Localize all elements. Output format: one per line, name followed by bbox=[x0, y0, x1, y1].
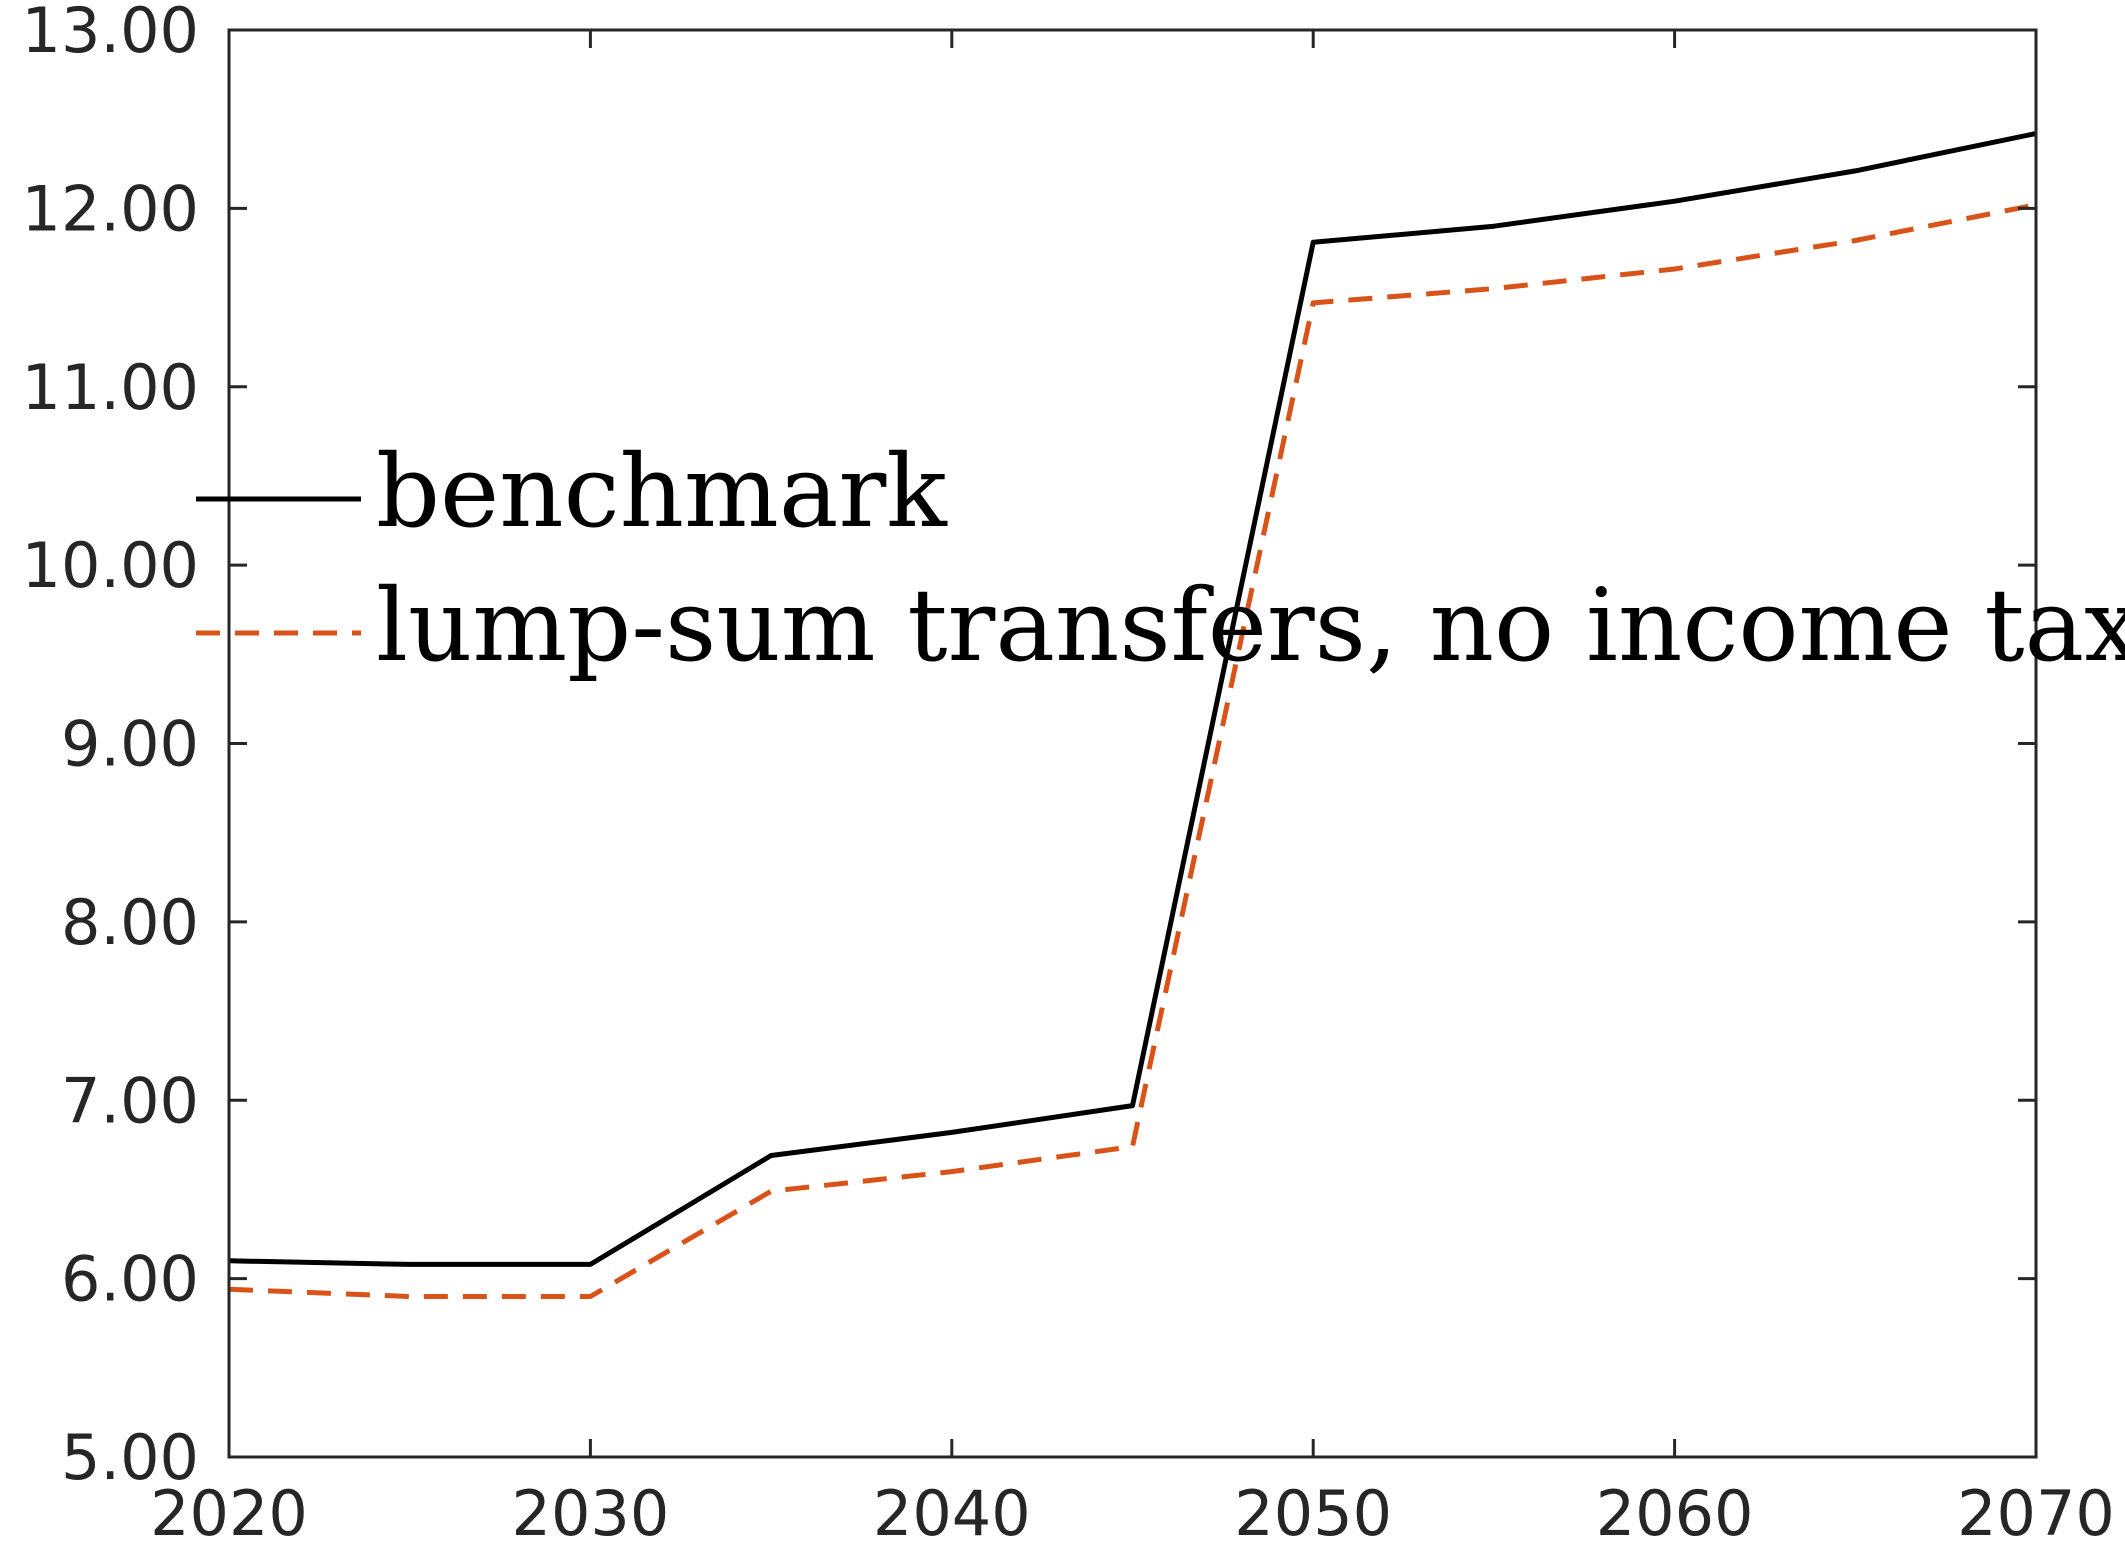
x-tick-label: 2070 bbox=[1957, 1477, 2115, 1550]
y-tick-label: 6.00 bbox=[61, 1243, 199, 1316]
x-tick-label: 2040 bbox=[873, 1477, 1031, 1550]
x-tick-label: 2050 bbox=[1234, 1477, 1392, 1550]
x-tick-label: 2020 bbox=[150, 1477, 308, 1550]
plot-area bbox=[229, 30, 2036, 1457]
y-tick-label: 11.00 bbox=[22, 351, 200, 424]
y-tick-label: 12.00 bbox=[22, 172, 200, 245]
y-tick-label: 10.00 bbox=[22, 529, 200, 602]
series-layer bbox=[228, 131, 2037, 1299]
y-tick-label: 5.00 bbox=[61, 1421, 199, 1494]
series-line-benchmark bbox=[228, 131, 2037, 1267]
x-tick-label: 2030 bbox=[512, 1477, 670, 1550]
x-tick-label: 2060 bbox=[1596, 1477, 1754, 1550]
y-tick-label: 7.00 bbox=[61, 1064, 199, 1137]
legend-label-benchmark: benchmark bbox=[376, 433, 948, 550]
y-tick-label: 9.00 bbox=[61, 708, 199, 781]
y-tick-label: 13.00 bbox=[22, 0, 200, 67]
axes: 2020 2030 2040 2050 2060 2070 5.00 6.00 7.00 8.00… bbox=[22, 0, 2115, 1550]
y-tick-label: 8.00 bbox=[61, 886, 199, 959]
legend: benchmark lump-sum transfers, no income … bbox=[196, 433, 2125, 684]
legend-label-lump-sum: lump-sum transfers, no income tax bbox=[376, 567, 2125, 684]
